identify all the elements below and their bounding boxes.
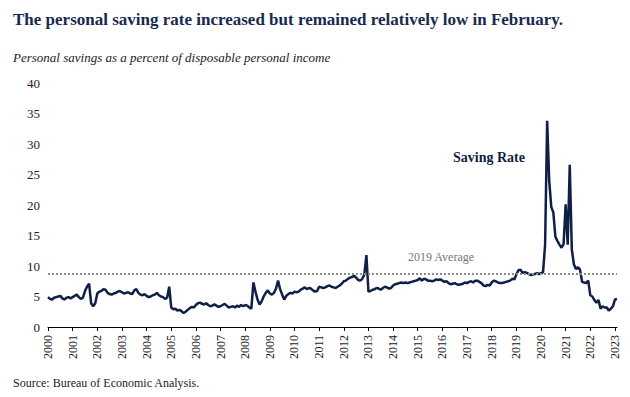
svg-text:5: 5	[34, 289, 41, 304]
svg-text:2014: 2014	[386, 335, 400, 359]
svg-text:The personal saving rate incre: The personal saving rate increased but r…	[13, 10, 563, 29]
svg-text:20: 20	[27, 198, 40, 213]
svg-text:2009: 2009	[263, 335, 277, 359]
svg-text:2000: 2000	[41, 335, 55, 359]
svg-text:2022: 2022	[583, 335, 597, 359]
svg-text:2001: 2001	[66, 335, 80, 359]
svg-text:30: 30	[27, 137, 40, 152]
svg-text:15: 15	[27, 228, 40, 243]
svg-text:2019: 2019	[509, 335, 523, 359]
svg-text:2021: 2021	[559, 335, 573, 359]
svg-text:2019 Average: 2019 Average	[408, 250, 474, 264]
svg-text:2012: 2012	[337, 335, 351, 359]
svg-text:2007: 2007	[214, 335, 228, 359]
svg-text:Personal savings as a percent: Personal savings as a percent of disposa…	[12, 50, 330, 65]
svg-text:2010: 2010	[287, 335, 301, 359]
svg-text:25: 25	[27, 167, 40, 182]
svg-text:Source: Bureau of Economic Ana: Source: Bureau of Economic Analysis.	[13, 376, 199, 390]
svg-text:2015: 2015	[411, 335, 425, 359]
svg-text:2023: 2023	[608, 335, 622, 359]
svg-text:2006: 2006	[189, 335, 203, 359]
svg-text:2008: 2008	[238, 335, 252, 359]
svg-text:2005: 2005	[164, 335, 178, 359]
svg-text:10: 10	[27, 259, 40, 274]
svg-text:2004: 2004	[140, 335, 154, 359]
svg-text:2020: 2020	[534, 335, 548, 359]
svg-text:2018: 2018	[485, 335, 499, 359]
svg-text:2002: 2002	[90, 335, 104, 359]
svg-text:2017: 2017	[460, 335, 474, 359]
svg-text:2013: 2013	[361, 335, 375, 359]
svg-text:Saving Rate: Saving Rate	[453, 150, 525, 165]
svg-text:2003: 2003	[115, 335, 129, 359]
svg-text:2016: 2016	[435, 335, 449, 359]
svg-text:0: 0	[34, 320, 41, 335]
svg-text:2011: 2011	[312, 335, 326, 359]
svg-text:35: 35	[27, 106, 40, 121]
svg-text:40: 40	[27, 76, 40, 91]
